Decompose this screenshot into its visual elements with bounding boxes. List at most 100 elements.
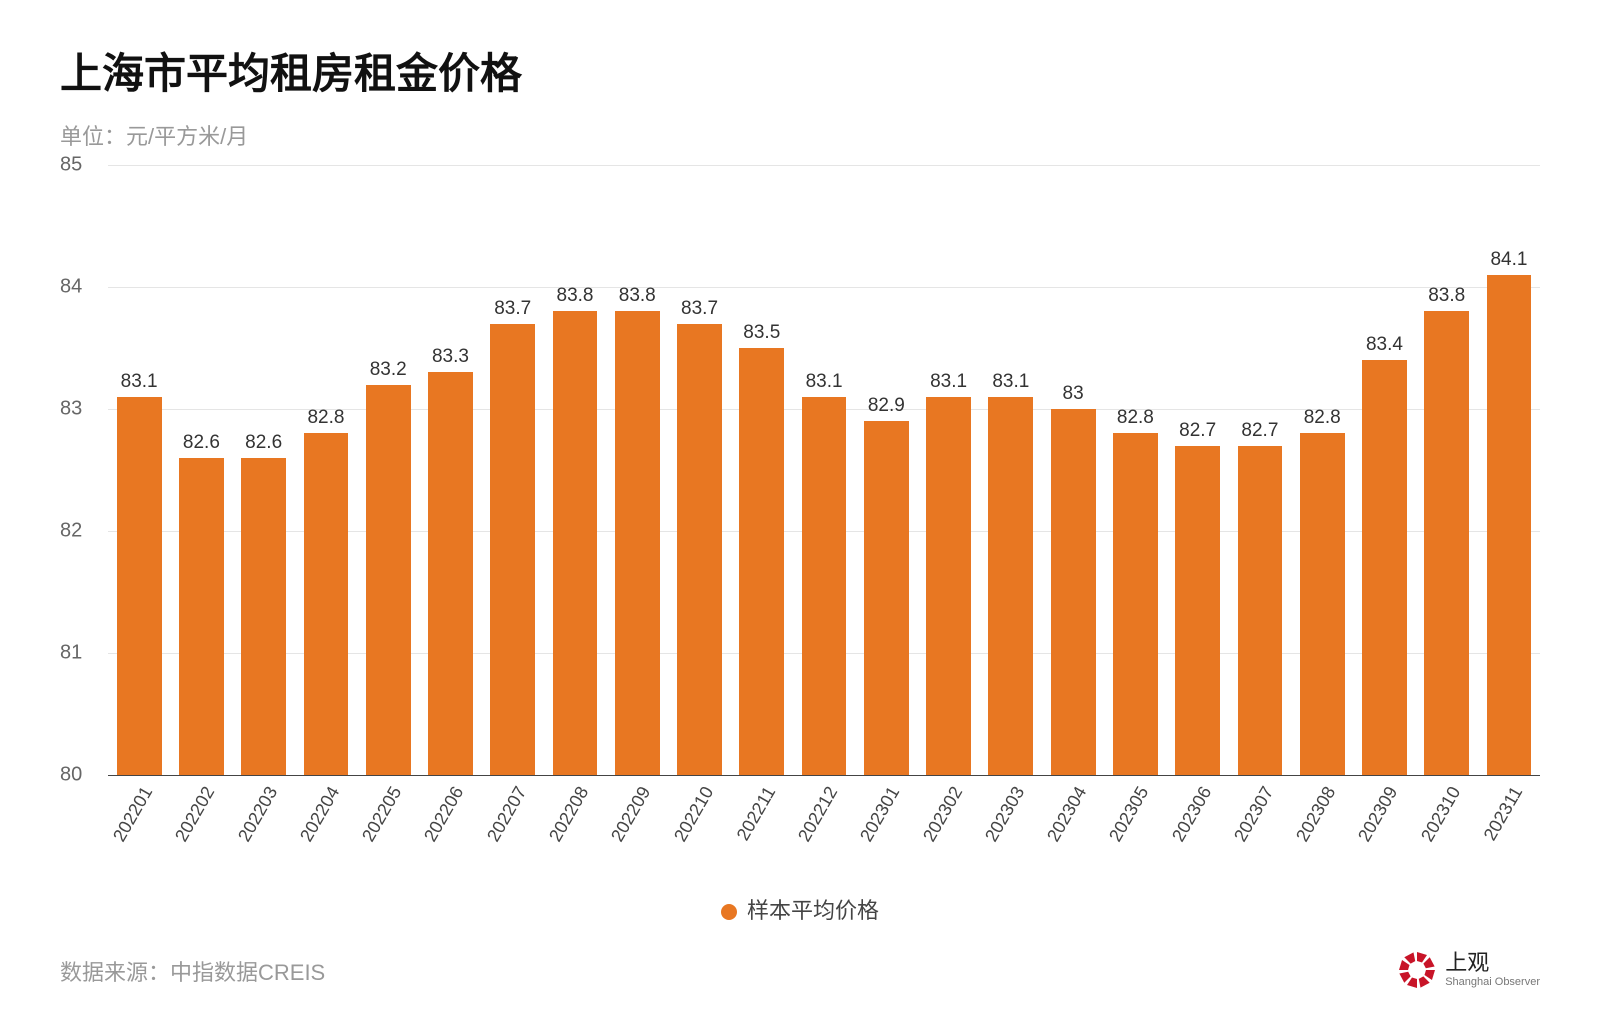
bar [117,397,162,775]
bar-slot: 83.8 [544,165,606,775]
bar-value-label: 83.8 [619,285,656,307]
x-label-slot: 202303 [980,775,1042,845]
x-label-slot: 202203 [233,775,295,845]
x-tick-label: 202212 [794,783,842,846]
y-tick-label: 80 [60,764,82,787]
bar [1113,433,1158,775]
legend-label: 样本平均价格 [747,898,879,923]
bar-value-label: 82.7 [1241,420,1278,442]
x-label-slot: 202208 [544,775,606,845]
chart-area: 83.1 82.6 82.6 82.8 83.2 83.3 83.7 83.8 83.8 83.7… [60,165,1540,845]
x-tick-label: 202310 [1417,783,1465,846]
bar [490,324,535,775]
bar-value-label: 82.7 [1179,420,1216,442]
bar-slot: 82.8 [295,165,357,775]
bar-slot: 82.6 [233,165,295,775]
chart-title: 上海市平均租房租金价格 [60,40,1540,101]
bar [241,458,286,775]
x-tick-label: 202309 [1354,783,1402,846]
bar [1175,446,1220,775]
bar [1051,409,1096,775]
bar-slot: 83.1 [917,165,979,775]
bar-value-label: 83.7 [681,298,718,320]
x-label-slot: 202210 [668,775,730,845]
bar-slot: 83.1 [980,165,1042,775]
bar-slot: 83.2 [357,165,419,775]
x-tick-label: 202211 [732,783,780,844]
bar [739,348,784,775]
x-tick-label: 202208 [545,783,593,846]
bar-value-label: 82.9 [868,395,905,417]
bars-group: 83.1 82.6 82.6 82.8 83.2 83.3 83.7 83.8 83.8 83.7… [108,165,1540,775]
bar-value-label: 83.5 [743,322,780,344]
x-label-slot: 202211 [731,775,793,845]
x-tick-label: 202306 [1168,783,1216,846]
bar [428,372,473,775]
bar [366,385,411,775]
x-label-slot: 202304 [1042,775,1104,845]
x-label-slot: 202310 [1416,775,1478,845]
bar [1300,433,1345,775]
bar-slot: 82.7 [1229,165,1291,775]
bar [553,311,598,775]
bar-value-label: 82.6 [183,432,220,454]
bar-value-label: 83.1 [930,371,967,393]
x-label-slot: 202302 [917,775,979,845]
bar-value-label: 83.8 [557,285,594,307]
bar-slot: 82.9 [855,165,917,775]
legend-marker [721,904,737,920]
x-axis-labels: 202201202202202203 202204202205 202206 2022… [108,775,1540,845]
bar [677,324,722,775]
x-label-slot: 202301 [855,775,917,845]
bar-slot: 83.8 [606,165,668,775]
bar [1362,360,1407,775]
plot-region: 83.1 82.6 82.6 82.8 83.2 83.3 83.7 83.8 83.8 83.7… [108,165,1540,775]
bar-value-label: 83.7 [494,298,531,320]
bar-slot: 83.1 [793,165,855,775]
bar-slot: 84.1 [1478,165,1540,775]
y-tick-label: 85 [60,154,82,177]
bar [802,397,847,775]
x-tick-label: 202203 [234,783,282,846]
bar-value-label: 82.8 [1304,407,1341,429]
brand-name-en: Shanghai Observer [1445,977,1540,988]
bar-slot: 83.7 [668,165,730,775]
x-label-slot: 202305 [1104,775,1166,845]
bar [1487,275,1532,775]
x-label-slot: 202212 [793,775,855,845]
x-label-slot: 202202 [170,775,232,845]
x-label-slot: 202307 [1229,775,1291,845]
legend: 样本平均价格 [60,893,1540,925]
x-label-slot: 202306 [1167,775,1229,845]
bar-slot: 83.7 [482,165,544,775]
x-label-slot: 202206 [419,775,481,845]
chart-container: 上海市平均租房租金价格 单位：元/平方米/月 83.182.682.682.88… [0,0,1600,1020]
x-tick-label: 202206 [420,783,468,846]
bar-value-label: 83 [1063,383,1084,405]
bar-slot: 82.8 [1291,165,1353,775]
bar-value-label: 83.1 [992,371,1029,393]
x-tick-label: 202301 [856,783,904,846]
bar [926,397,971,775]
x-tick-label: 202302 [919,783,967,846]
bar [988,397,1033,775]
bar [304,433,349,775]
bar-slot: 83.1 [108,165,170,775]
x-label-slot: 202209 [606,775,668,845]
x-tick-label: 202205 [358,783,406,846]
bar-value-label: 83.3 [432,346,469,368]
y-tick-label: 84 [60,276,82,299]
x-label-slot: 202204 [295,775,357,845]
bar-slot: 83.8 [1416,165,1478,775]
x-tick-label: 202209 [607,783,655,846]
bar-value-label: 83.8 [1428,285,1465,307]
chart-subtitle: 单位：元/平方米/月 [60,119,1540,151]
bar-value-label: 82.8 [307,407,344,429]
x-label-slot: 202201 [108,775,170,845]
y-tick-label: 83 [60,398,82,421]
y-tick-label: 81 [60,642,82,665]
bar-slot: 83.5 [731,165,793,775]
bar-value-label: 84.1 [1490,249,1527,271]
brand-text: 上观 Shanghai Observer [1445,952,1540,988]
bar [179,458,224,775]
